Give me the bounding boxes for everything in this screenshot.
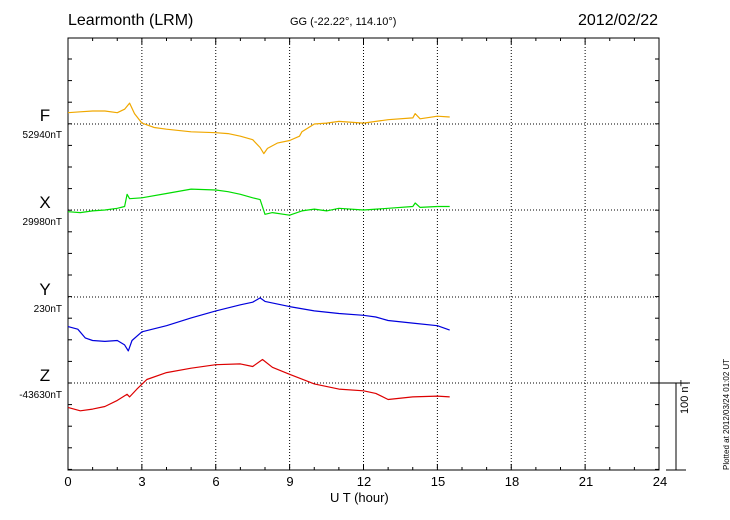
tick-marks bbox=[67, 38, 660, 470]
grid bbox=[68, 38, 659, 470]
series-label-z: Z bbox=[39, 366, 51, 385]
baseline-label-y: 230nT bbox=[33, 304, 62, 315]
x-tick-label: 24 bbox=[652, 474, 668, 489]
date-label: 2012/02/22 bbox=[578, 12, 659, 29]
x-tick-label: 18 bbox=[504, 474, 520, 489]
x-tick-label: 12 bbox=[356, 474, 372, 489]
scale-bar-label: 100 nT bbox=[679, 379, 691, 414]
x-axis-title: U T (hour) bbox=[330, 490, 389, 505]
x-tick-label: 21 bbox=[578, 474, 594, 489]
x-tick-label: 0 bbox=[64, 474, 72, 489]
scale-bar bbox=[651, 382, 690, 471]
baseline-label-z: -43630nT bbox=[19, 390, 62, 401]
series-lines bbox=[67, 102, 450, 412]
station-title: Learmonth (LRM) bbox=[68, 12, 194, 29]
coordinates: GG (-22.22°, 114.10°) bbox=[290, 16, 397, 28]
series-line-f bbox=[67, 102, 450, 155]
series-line-z bbox=[67, 358, 450, 412]
x-tick-label: 3 bbox=[138, 474, 146, 489]
series-label-x: X bbox=[39, 193, 51, 212]
series-line-x bbox=[67, 188, 450, 216]
plotted-timestamp: Plotted at 2012/03/24 01:02 UT bbox=[722, 358, 730, 470]
series-line-y bbox=[67, 297, 450, 352]
x-tick-label: 15 bbox=[430, 474, 446, 489]
series-label-f: F bbox=[39, 106, 51, 125]
baseline-label-f: 52940nT bbox=[22, 130, 62, 141]
series-label-y: Y bbox=[39, 280, 51, 299]
x-tick-label: 6 bbox=[212, 474, 220, 489]
x-tick-label: 9 bbox=[286, 474, 294, 489]
baseline-label-x: 29980nT bbox=[22, 217, 62, 228]
